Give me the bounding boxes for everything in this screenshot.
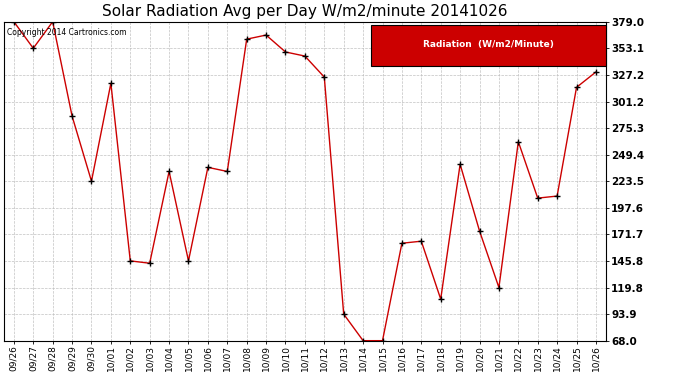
FancyBboxPatch shape	[371, 25, 606, 66]
Title: Solar Radiation Avg per Day W/m2/minute 20141026: Solar Radiation Avg per Day W/m2/minute …	[102, 4, 508, 19]
Text: Copyright 2014 Cartronics.com: Copyright 2014 Cartronics.com	[7, 28, 127, 37]
Text: Radiation  (W/m2/Minute): Radiation (W/m2/Minute)	[423, 39, 554, 48]
